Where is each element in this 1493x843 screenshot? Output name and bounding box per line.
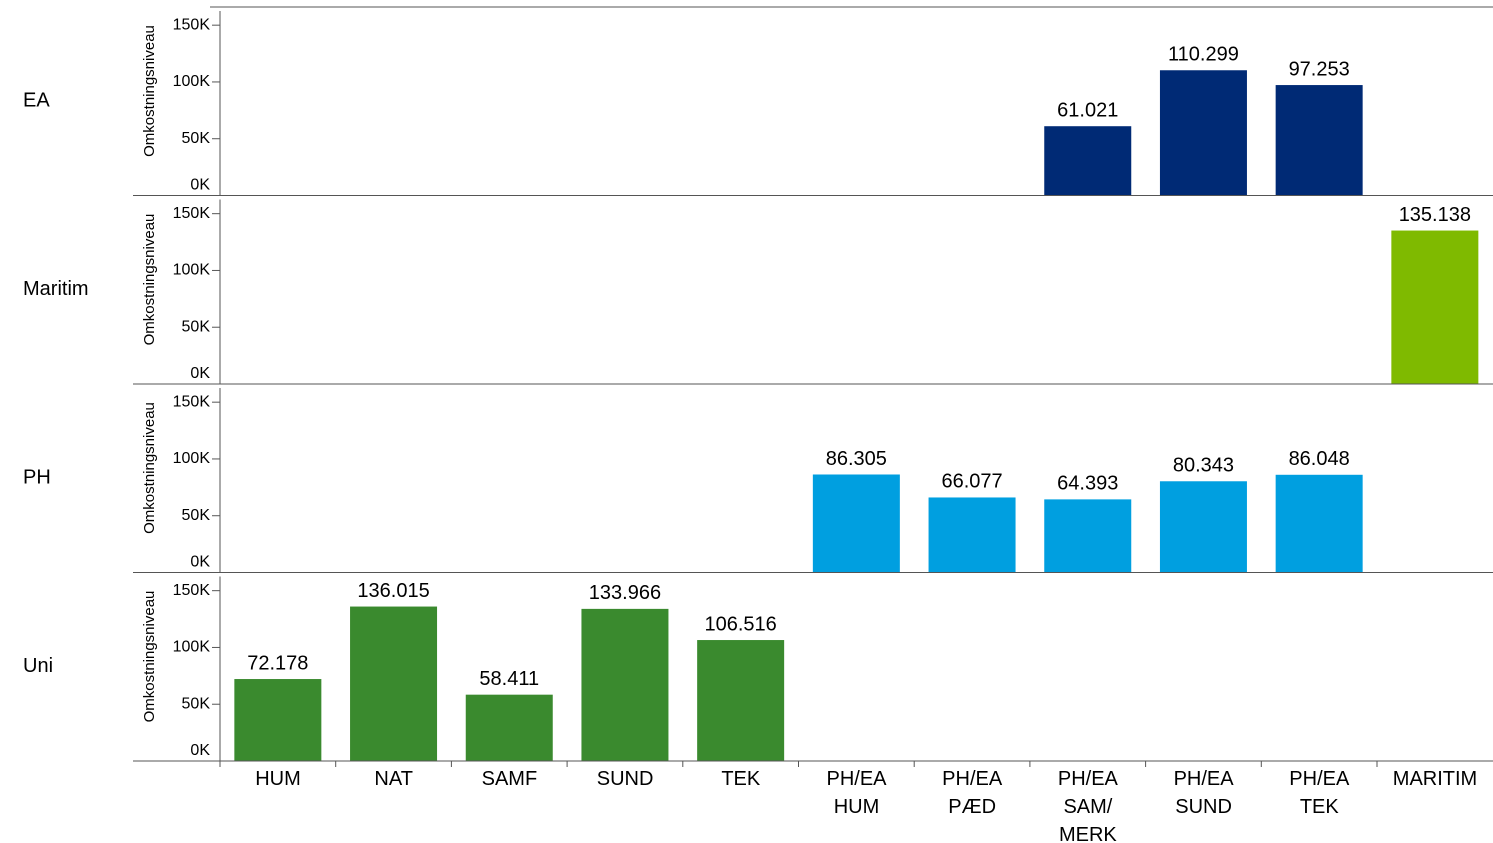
panel-label: EA [23,90,50,112]
value-label: 106.516 [705,613,777,635]
bar [697,640,785,761]
bar [234,679,322,761]
bar [1159,70,1247,196]
x-tick-label: PH/EA TEK [1289,768,1350,818]
value-label: 135.138 [1399,204,1471,226]
value-label: 136.015 [357,580,429,602]
y-tick-label: 100K [173,639,211,656]
value-label: 58.411 [479,668,539,690]
y-tick-label: 150K [173,582,211,599]
value-label: 80.343 [1173,455,1234,477]
bar [1275,85,1363,196]
bar [812,474,900,573]
x-tick-label: PH/EA SUND [1173,768,1234,818]
y-tick-label: 0K [190,554,210,571]
value-label: 64.393 [1057,473,1118,495]
x-tick-label: MARITIM [1392,768,1478,790]
y-tick-label: 50K [182,130,211,147]
value-label: 72.178 [247,652,308,674]
y-axis-label: Omkostningsniveau [141,402,158,534]
value-label: 110.299 [1168,44,1239,66]
value-label: 86.048 [1289,448,1350,470]
value-label: 133.966 [589,582,661,604]
x-tick-label: HUM [255,768,301,790]
panel-label: PH [23,467,51,489]
bar [581,608,669,761]
bar [1275,474,1363,573]
y-tick-label: 50K [182,695,211,712]
y-tick-label: 100K [173,73,211,90]
value-label: 86.305 [826,448,887,470]
bar [465,694,553,761]
bar [350,606,438,761]
x-tick-label: NAT [374,768,413,790]
x-tick-label: SAMF [481,768,538,790]
y-tick-label: 50K [182,507,211,524]
y-tick-label: 150K [173,205,211,222]
value-label: 97.253 [1289,58,1350,80]
panel-label: Maritim [23,278,89,300]
y-tick-label: 0K [190,742,210,759]
y-tick-label: 100K [173,450,211,467]
y-tick-label: 150K [173,393,211,410]
bar [1044,126,1132,196]
x-tick-label: PH/EA SAM/ MERK [1057,768,1118,843]
x-tick-label: SUND [596,768,654,790]
bar [1044,499,1132,573]
y-tick-label: 150K [173,16,211,33]
y-tick-label: 0K [190,365,210,382]
y-tick-label: 0K [190,177,210,194]
y-tick-label: 50K [182,318,211,335]
y-axis-label: Omkostningsniveau [141,25,158,157]
y-axis-label: Omkostningsniveau [141,214,158,346]
y-axis-label: Omkostningsniveau [141,591,158,723]
y-tick-label: 100K [173,262,211,279]
bar [928,497,1016,573]
bar [1391,230,1479,384]
value-label: 66.077 [941,471,1002,493]
value-label: 61.021 [1057,99,1118,121]
bar [1159,481,1247,573]
x-tick-label: PH/EA HUM [826,768,887,818]
panel-label: Uni [23,655,53,677]
x-tick-label: PH/EA PÆD [942,768,1003,818]
x-tick-label: TEK [721,768,761,790]
